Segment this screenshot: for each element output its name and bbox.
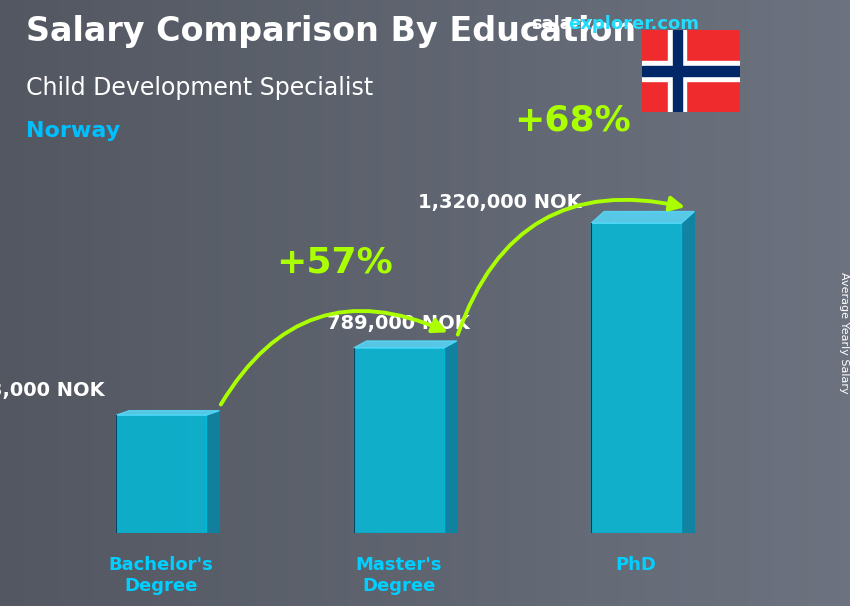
- Bar: [642, 61, 740, 81]
- Polygon shape: [354, 348, 444, 533]
- Text: Master's
Degree: Master's Degree: [355, 556, 442, 594]
- Text: 503,000 NOK: 503,000 NOK: [0, 381, 105, 400]
- Polygon shape: [681, 211, 694, 533]
- Text: explorer.com: explorer.com: [568, 15, 699, 33]
- Text: Salary Comparison By Education: Salary Comparison By Education: [26, 15, 636, 48]
- Text: Norway: Norway: [26, 121, 120, 141]
- Polygon shape: [444, 341, 456, 533]
- Polygon shape: [591, 211, 694, 223]
- Polygon shape: [116, 411, 219, 415]
- Bar: [668, 30, 686, 112]
- Text: Child Development Specialist: Child Development Specialist: [26, 76, 373, 100]
- Bar: [642, 66, 740, 76]
- Text: 1,320,000 NOK: 1,320,000 NOK: [418, 193, 581, 212]
- Text: +57%: +57%: [276, 245, 394, 279]
- Text: Average Yearly Salary: Average Yearly Salary: [839, 273, 849, 394]
- Polygon shape: [207, 411, 219, 533]
- Text: PhD: PhD: [615, 556, 656, 574]
- Text: salary: salary: [531, 15, 592, 33]
- Polygon shape: [354, 341, 456, 348]
- Text: 789,000 NOK: 789,000 NOK: [327, 314, 470, 333]
- Text: Bachelor's
Degree: Bachelor's Degree: [109, 556, 213, 594]
- Polygon shape: [116, 415, 207, 533]
- Polygon shape: [591, 223, 681, 533]
- Text: +68%: +68%: [514, 103, 631, 137]
- Bar: [673, 30, 682, 112]
